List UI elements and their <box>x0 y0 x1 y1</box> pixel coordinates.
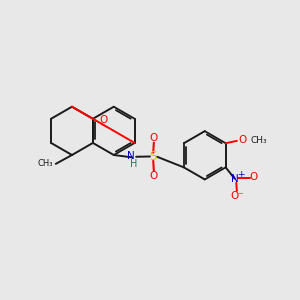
Text: H: H <box>130 159 137 169</box>
Text: N: N <box>231 174 239 184</box>
Text: S: S <box>150 150 157 163</box>
Text: +: + <box>237 169 245 178</box>
Text: CH₃: CH₃ <box>251 136 267 145</box>
Text: O: O <box>238 135 246 145</box>
Text: CH₃: CH₃ <box>38 159 53 168</box>
Text: O⁻: O⁻ <box>230 190 244 201</box>
Text: O: O <box>250 172 258 182</box>
Text: N: N <box>127 151 135 161</box>
Text: O: O <box>150 171 158 181</box>
Text: O: O <box>150 133 158 143</box>
Text: O: O <box>99 115 107 124</box>
